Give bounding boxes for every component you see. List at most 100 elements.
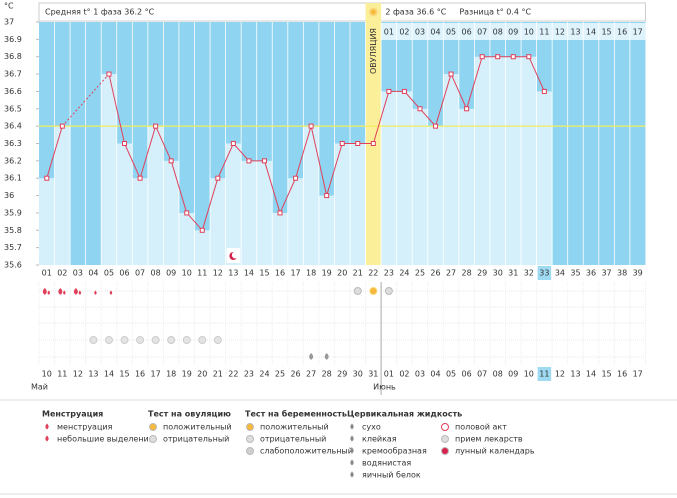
legend-icon <box>246 435 254 443</box>
point <box>324 193 330 199</box>
date-label: 20 <box>197 370 207 379</box>
phase2-day: 15 <box>601 28 611 37</box>
x-tick-label: 23 <box>384 269 394 278</box>
phase2-cell <box>583 23 599 40</box>
legend-icon <box>350 471 354 478</box>
legend-icon <box>441 423 449 431</box>
phase2-cell <box>505 23 522 40</box>
x-tick-label: 35 <box>570 269 580 278</box>
phase2-day: 01 <box>384 28 394 37</box>
point <box>370 141 376 146</box>
date-label: 06 <box>462 370 472 379</box>
legend-item: положительный <box>163 423 232 432</box>
phase2-cell <box>396 23 413 40</box>
phase2-cell <box>427 23 444 40</box>
legend-icon <box>350 447 354 454</box>
date-label: 18 <box>166 370 176 379</box>
phase1-avg: Средняя t° 1 фаза 36.2 °C <box>45 8 155 17</box>
x-tick-label: 14 <box>244 269 254 278</box>
bar <box>489 56 506 265</box>
x-tick-label: 10 <box>182 269 192 278</box>
point <box>277 210 283 216</box>
pill-icon <box>167 336 176 344</box>
x-tick-label: 02 <box>57 269 67 278</box>
bar <box>178 212 195 265</box>
y-tick-label: 36.1 <box>4 174 22 183</box>
point <box>184 210 190 216</box>
legend-icon <box>246 447 254 455</box>
point <box>541 88 547 94</box>
date-label: 27 <box>306 370 316 379</box>
phase2-day: 13 <box>570 28 580 37</box>
menstruation-icon <box>58 288 63 295</box>
bar <box>396 91 413 265</box>
phase2-day: 09 <box>508 28 518 37</box>
date-label: 09 <box>508 370 518 379</box>
y-tick-label: 36 <box>4 191 14 200</box>
bar <box>147 126 164 266</box>
legend-item: слабоположительный <box>260 447 353 456</box>
phase2-day: 08 <box>493 28 503 37</box>
x-tick-label: 39 <box>633 269 643 278</box>
spotting-icon <box>63 290 66 295</box>
point <box>495 54 501 60</box>
date-label: 24 <box>259 370 269 379</box>
date-label: 13 <box>570 370 580 379</box>
y-tick-label: 35.8 <box>4 226 22 235</box>
date-label: 04 <box>430 370 440 379</box>
bar <box>536 91 553 265</box>
date-label: 28 <box>322 370 332 379</box>
bar <box>287 178 304 265</box>
y-tick-label: 35.6 <box>4 261 22 270</box>
point <box>122 141 128 146</box>
bar <box>427 126 444 266</box>
legend-item: клейкая <box>362 435 397 444</box>
date-label: 12 <box>555 370 565 379</box>
ovulation-column <box>365 3 382 265</box>
x-tick-label: 31 <box>508 269 518 278</box>
x-tick-label: 28 <box>462 269 472 278</box>
y-tick-label: 36.5 <box>4 104 22 113</box>
menstruation-icon <box>42 288 47 295</box>
date-label: 03 <box>415 370 425 379</box>
phase2-day: 14 <box>586 28 596 37</box>
phase2-day: 05 <box>446 28 456 37</box>
point <box>401 88 407 94</box>
x-tick-label: 30 <box>493 269 503 278</box>
point <box>137 175 143 181</box>
x-tick-label: 08 <box>151 269 161 278</box>
y-tick-label: 37 <box>4 18 14 27</box>
x-tick-label: 22 <box>368 269 378 278</box>
x-tick-label: 25 <box>415 269 425 278</box>
spotting-icon <box>109 290 113 295</box>
egg-white-icon <box>309 353 314 360</box>
menstruation-icon <box>73 288 78 295</box>
date-label: 13 <box>88 370 98 379</box>
bar <box>163 160 179 265</box>
point <box>106 71 112 77</box>
phase2-avg: 2 фаза 36.6 °C <box>385 8 446 17</box>
bar <box>505 56 522 265</box>
phase2-cell <box>381 23 397 40</box>
ovulation-label: ОВУЛЯЦИЯ <box>369 28 378 74</box>
legend-title: Тест на овуляцию <box>148 410 231 419</box>
date-label: 21 <box>213 370 223 379</box>
legend-item: кремообразная <box>362 447 427 456</box>
bar <box>241 160 257 265</box>
phase2-cell <box>443 23 459 40</box>
date-label: 10 <box>42 370 52 379</box>
bar <box>39 178 55 265</box>
date-label: 10 <box>524 370 534 379</box>
bar <box>116 143 133 265</box>
y-tick-label: 36.9 <box>4 35 22 44</box>
phase2-day: 04 <box>430 28 440 37</box>
phase2-day: 17 <box>633 28 643 37</box>
legend-icon <box>350 423 354 430</box>
phase2-cell <box>598 23 615 40</box>
legend-item: небольшие выделения <box>57 435 154 444</box>
x-tick-label: 07 <box>135 269 145 278</box>
spotting-icon <box>47 290 51 295</box>
x-tick-label: 38 <box>617 269 627 278</box>
phase2-day: 02 <box>399 28 409 37</box>
x-tick-label: 24 <box>399 269 409 278</box>
